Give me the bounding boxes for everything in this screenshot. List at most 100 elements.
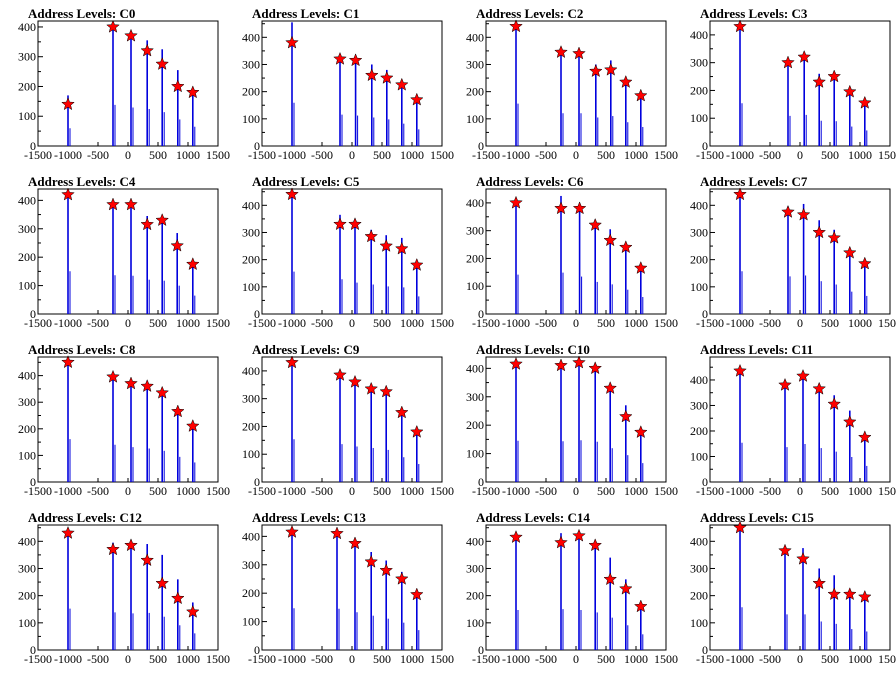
y-tick-label: 0	[702, 475, 708, 489]
chart-title: Address Levels: C12	[28, 510, 142, 525]
x-tick-label: -1500	[24, 652, 52, 666]
peak-marker-star	[797, 49, 812, 63]
y-tick-label: 100	[466, 447, 484, 461]
x-tick-label: -500	[311, 148, 333, 162]
y-tick-label: 200	[242, 419, 260, 433]
x-tick-label: 500	[149, 316, 167, 330]
y-tick-label: 0	[702, 139, 708, 153]
chart-panel-9: Address Levels: C9 0 100 200 300 400 -1500 -100…	[242, 342, 454, 498]
chart-panel-2: Address Levels: C2 0 100 200 300 400 -1500 -100…	[466, 6, 678, 162]
y-tick-label: 300	[18, 395, 36, 409]
chart-panel-7: Address Levels: C7 0 100 200 300 400 -1500 -100…	[690, 174, 896, 330]
peak-marker-star	[733, 187, 747, 201]
x-tick-label: 500	[373, 652, 391, 666]
x-tick-label: 500	[149, 484, 167, 498]
peak-marker-star	[603, 572, 618, 586]
peak-marker-star	[572, 46, 586, 60]
peak-marker-star	[185, 257, 200, 271]
peak-marker-star	[185, 418, 200, 432]
peak-marker-star	[633, 425, 648, 439]
y-tick-label: 400	[690, 373, 708, 387]
x-tick-label: 1000	[624, 484, 648, 498]
chart-title: Address Levels: C9	[252, 342, 360, 357]
y-tick-label: 100	[242, 615, 260, 629]
x-tick-label: -500	[87, 484, 109, 498]
peak-marker-star	[285, 355, 299, 369]
peak-marker-star	[379, 384, 394, 398]
x-tick-label: 1000	[848, 148, 872, 162]
chart-panel-11: Address Levels: C11 0 100 200 300 400 -1500 -10…	[690, 342, 896, 498]
y-tick-label: 300	[466, 390, 484, 404]
y-tick-label: 400	[466, 534, 484, 548]
peak-marker-star	[796, 207, 811, 221]
peak-marker-star	[170, 238, 185, 252]
y-tick-label: 400	[18, 534, 36, 548]
peak-marker-star	[857, 589, 872, 603]
x-tick-label: -500	[87, 316, 109, 330]
peak-marker-star	[106, 369, 120, 383]
chart-panel-14: Address Levels: C14 0 100 200 300 400 -1500 -10…	[466, 510, 678, 666]
y-tick-label: 400	[242, 364, 260, 378]
x-tick-label: -1500	[472, 652, 500, 666]
x-tick-label: -500	[759, 484, 781, 498]
peak-marker-star	[842, 245, 857, 259]
peak-marker-star	[409, 424, 424, 438]
peak-marker-star	[603, 381, 618, 395]
x-tick-label: 1000	[400, 148, 424, 162]
peak-marker-star	[106, 197, 120, 211]
peak-marker-star	[394, 405, 409, 419]
peak-marker-star	[124, 28, 138, 42]
x-tick-label: -500	[535, 148, 557, 162]
peak-marker-star	[633, 260, 648, 274]
y-tick-label: 200	[242, 253, 260, 267]
y-tick-label: 400	[466, 30, 484, 44]
x-tick-label: 0	[797, 652, 803, 666]
y-tick-label: 300	[466, 561, 484, 575]
y-tick-label: 200	[242, 586, 260, 600]
peak-marker-star	[588, 64, 603, 78]
peak-marker-star	[348, 536, 362, 550]
plot-frame	[709, 524, 891, 651]
x-tick-label: -1500	[696, 316, 724, 330]
x-tick-label: -500	[311, 652, 333, 666]
chart-title: Address Levels: C3	[700, 6, 808, 21]
x-tick-label: 1500	[878, 652, 896, 666]
peak-marker-star	[572, 528, 586, 542]
x-tick-label: -1500	[696, 484, 724, 498]
peak-marker-star	[588, 217, 603, 231]
x-tick-label: 0	[349, 148, 355, 162]
x-tick-label: 0	[573, 484, 579, 498]
peak-marker-star	[124, 538, 138, 552]
peak-marker-star	[140, 553, 155, 567]
y-tick-label: 0	[478, 643, 484, 657]
y-tick-label: 0	[30, 139, 36, 153]
y-tick-label: 300	[242, 392, 260, 406]
x-tick-label: 500	[149, 148, 167, 162]
y-tick-label: 300	[242, 57, 260, 71]
x-tick-label: 1500	[878, 316, 896, 330]
x-tick-label: -500	[535, 484, 557, 498]
peak-marker-star	[633, 599, 648, 613]
chart-title: Address Levels: C2	[476, 6, 583, 21]
x-tick-label: 1500	[878, 148, 896, 162]
x-tick-label: 1500	[654, 484, 678, 498]
y-tick-label: 300	[690, 56, 708, 70]
peak-marker-star	[796, 368, 810, 382]
x-tick-label: -1500	[472, 484, 500, 498]
peak-marker-star	[379, 70, 394, 84]
peak-marker-star	[618, 409, 633, 423]
x-tick-label: -1000	[502, 148, 530, 162]
x-tick-label: 0	[573, 148, 579, 162]
y-tick-label: 100	[466, 616, 484, 630]
peak-marker-star	[633, 88, 648, 102]
peak-marker-star	[330, 526, 344, 540]
peak-marker-star	[409, 257, 424, 271]
chart-panel-13: Address Levels: C13 0 100 200 300 400 -1500 -10…	[242, 510, 454, 666]
x-tick-label: -1500	[248, 484, 276, 498]
x-tick-label: -1000	[726, 484, 754, 498]
y-tick-label: 200	[18, 250, 36, 264]
y-tick-label: 100	[690, 449, 708, 463]
x-tick-label: 500	[373, 148, 391, 162]
x-tick-label: 1500	[430, 316, 454, 330]
